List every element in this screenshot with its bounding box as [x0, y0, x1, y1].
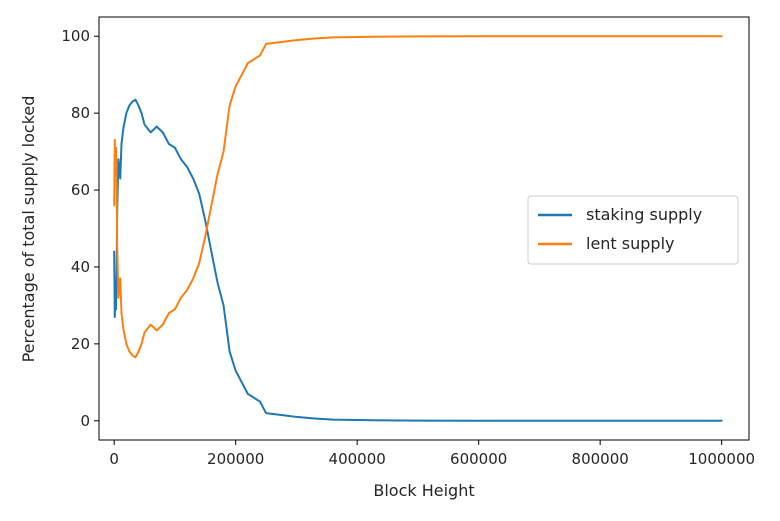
- series-line-1: [113, 35, 723, 359]
- x-tick-label: 1000000: [688, 450, 755, 468]
- plot-frame: [98, 16, 750, 441]
- y-tick-label: 80: [71, 104, 90, 122]
- x-axis: 0 200000 400000 600000 800000 1000000: [109, 440, 755, 468]
- legend-label-1: lent supply: [586, 234, 675, 253]
- x-tick-label: 800000: [572, 450, 629, 468]
- y-tick-label: 60: [71, 181, 90, 199]
- y-axis: 0 20 40 60 80 100: [61, 27, 99, 430]
- legend: staking supply lent supply: [527, 195, 739, 265]
- y-tick-label: 40: [71, 258, 90, 276]
- y-tick-label: 100: [61, 27, 90, 45]
- series-line-0: [113, 98, 723, 422]
- plot-lines: [113, 35, 723, 422]
- x-axis-label: Block Height: [373, 481, 474, 500]
- x-tick-label: 0: [109, 450, 119, 468]
- legend-label-0: staking supply: [586, 205, 702, 224]
- x-tick-label: 200000: [207, 450, 264, 468]
- y-tick-label: 20: [71, 335, 90, 353]
- legend-box: [527, 195, 739, 265]
- y-tick-label: 0: [80, 412, 90, 430]
- x-tick-label: 400000: [329, 450, 386, 468]
- y-axis-label: Percentage of total supply locked: [19, 96, 38, 363]
- x-tick-label: 600000: [450, 450, 507, 468]
